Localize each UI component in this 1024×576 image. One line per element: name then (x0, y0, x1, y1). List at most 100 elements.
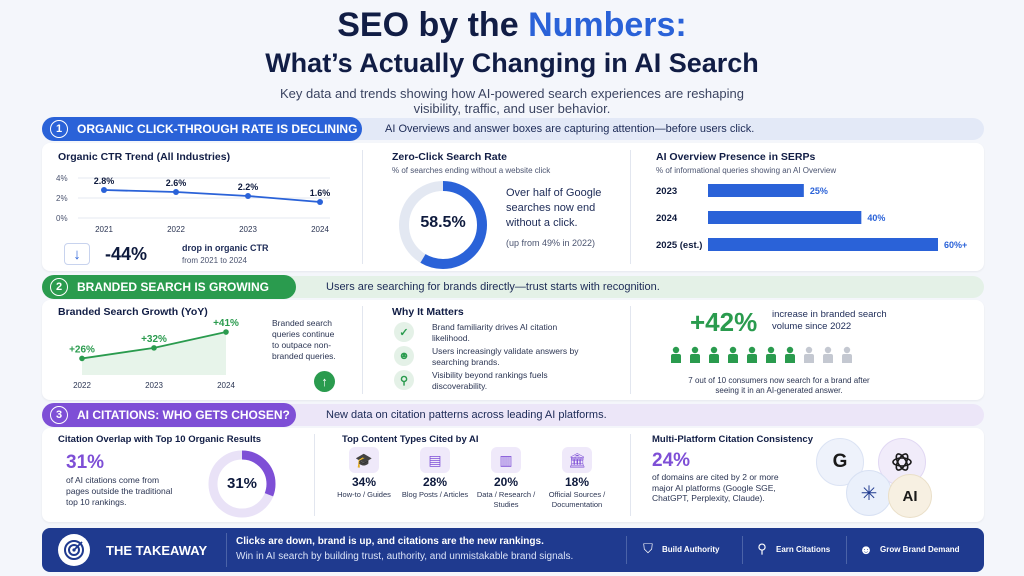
content-type-pct: 34% (351, 475, 377, 489)
zero-click-title: Zero-Click Search Rate (392, 151, 507, 163)
zero-click-value: 58.5% (420, 214, 466, 231)
bank-icon: 🏛 (562, 447, 592, 473)
growth-point (223, 329, 229, 335)
google-logo-letter: G (832, 451, 848, 472)
ctr-point (173, 189, 179, 195)
aio-category-label: 2024 (656, 213, 678, 224)
section1-banner-text: AI Overviews and answer boxes are captur… (385, 123, 755, 135)
zero-click-arc (399, 181, 487, 269)
divider (742, 536, 743, 564)
aio-data-label: 25% (810, 186, 828, 196)
ctr-point (245, 193, 251, 199)
why-item-text: Users increasingly validate answers by s… (432, 346, 579, 367)
section1-label: ORGANIC CLICK-THROUGH RATE IS DECLINING (77, 122, 358, 136)
section1-pill: 1 ORGANIC CLICK-THROUGH RATE IS DECLININ… (42, 117, 362, 141)
takeaway-line2: Win in AI search by building trust, auth… (236, 551, 574, 562)
page-title: SEO by the Numbers: (0, 6, 1024, 44)
growth-chart: +26% 2022 +32% 2023 +41% 2024 (69, 318, 239, 390)
brand-increase-value: +42% (690, 307, 758, 337)
divider (314, 434, 315, 516)
person-icon (727, 346, 738, 363)
ctr-drop-stat: -44% (105, 244, 148, 264)
aio-category-label: 2023 (656, 186, 677, 197)
ctr-drop-label: drop in organic CTR (182, 243, 269, 253)
y-tick-label: 2% (56, 194, 68, 203)
ctr-point (317, 199, 323, 205)
aio-category-label: 2025 (est.) (656, 240, 702, 251)
divider (626, 536, 627, 564)
zero-click-donut (399, 181, 487, 269)
ctr-x-tick-label: 2022 (167, 225, 185, 234)
multi-value: 24% (652, 450, 691, 471)
search-icon: ⚲ (757, 541, 767, 556)
growth-title: Branded Search Growth (YoY) (58, 306, 208, 318)
ctr-x-tick-label: 2023 (239, 225, 257, 234)
ctr-chart: 4% 2% 0% 2.8% 2021 2.6% 2022 2.2% 2023 1.6% 2024 (56, 174, 331, 234)
aio-bar (708, 211, 862, 224)
overlap-value: 31% (66, 452, 105, 473)
aio-bar (708, 238, 938, 251)
bar-chart-icon: ▥ (491, 447, 521, 473)
section2-pill: 2 BRANDED SEARCH IS GROWING (42, 275, 296, 299)
growth-data-label: +32% (141, 334, 167, 345)
ctr-data-label: 1.6% (310, 188, 331, 198)
divider (630, 434, 631, 516)
target-icon (58, 534, 90, 566)
graduation-cap-icon: 🎓 (349, 447, 379, 473)
zero-click-subtitle: % of searches ending without a website c… (392, 166, 551, 175)
content-type-pct: 18% (564, 475, 590, 489)
title-accent: Numbers: (528, 6, 687, 44)
aio-chart: 2023 25% 2024 40% 2025 (est.) 60%+ (656, 184, 967, 251)
divider (630, 306, 631, 394)
takeaway-action-label: Build Authority (662, 545, 720, 554)
growth-x-tick-label: 2023 (145, 381, 163, 390)
why-item-text: Brand familiarity drives AI citation lik… (432, 322, 558, 343)
divider (226, 533, 227, 567)
document-icon: ▤ (420, 447, 450, 473)
growth-data-label: +26% (69, 344, 95, 355)
growth-point (151, 345, 157, 351)
growth-x-tick-label: 2022 (73, 381, 91, 390)
title-prefix: SEO by the (337, 6, 529, 44)
ctr-data-label: 2.2% (238, 182, 259, 192)
section3-label: AI CITATIONS: WHO GETS CHOSEN? (77, 408, 290, 422)
people-caption: 7 out of 10 consumers now search for a b… (688, 376, 870, 395)
users-icon: ☻ (394, 346, 414, 366)
takeaway-title: THE TAKEAWAY (106, 543, 208, 558)
overlap-donut-label: 31% (226, 475, 258, 492)
divider (630, 150, 631, 264)
zero-click-text: Over half of Google searches now end wit… (506, 187, 602, 229)
aio-data-label: 40% (867, 213, 885, 223)
section3-pill: 3 AI CITATIONS: WHO GETS CHOSEN? (42, 403, 296, 427)
ctr-series-line (103, 189, 321, 203)
y-tick-label: 0% (56, 214, 68, 223)
person-icon (784, 346, 795, 363)
zero-click-note: (up from 49% in 2022) (506, 238, 596, 248)
section2-label: BRANDED SEARCH IS GROWING (77, 280, 270, 294)
aio-bar (708, 184, 804, 197)
aio-data-label: 60%+ (944, 240, 967, 250)
page-subtitle: What’s Actually Changing in AI Search (265, 48, 759, 78)
content-type-label: Official Sources / Documentation (548, 490, 606, 509)
ctr-title: Organic CTR Trend (All Industries) (58, 151, 231, 163)
search-icon: ⚲ (394, 370, 414, 390)
section2-number: 2 (50, 278, 68, 296)
why-item-text: Visibility beyond rankings fuels discove… (432, 370, 548, 391)
why-title: Why It Matters (392, 306, 464, 318)
perplexity-logo-icon: ✳ (846, 470, 892, 516)
growth-point (79, 355, 85, 362)
overlap-arc (208, 450, 276, 518)
person-icon (822, 346, 833, 363)
ctr-point (101, 187, 107, 193)
person-icon (670, 346, 681, 363)
multi-title: Multi-Platform Citation Consistency (652, 434, 813, 445)
ctr-drop-sub: from 2021 to 2024 (182, 256, 247, 265)
section1-number: 1 (50, 120, 68, 138)
person-icon (708, 346, 719, 363)
content-type-label: Blog Posts / Articles (401, 490, 469, 499)
person-icon (765, 346, 776, 363)
growth-area (82, 332, 226, 375)
multi-text: of domains are cited by 2 or more major … (652, 472, 779, 503)
ctr-data-label: 2.6% (166, 178, 187, 188)
claude-logo-letters: AI (902, 487, 918, 505)
